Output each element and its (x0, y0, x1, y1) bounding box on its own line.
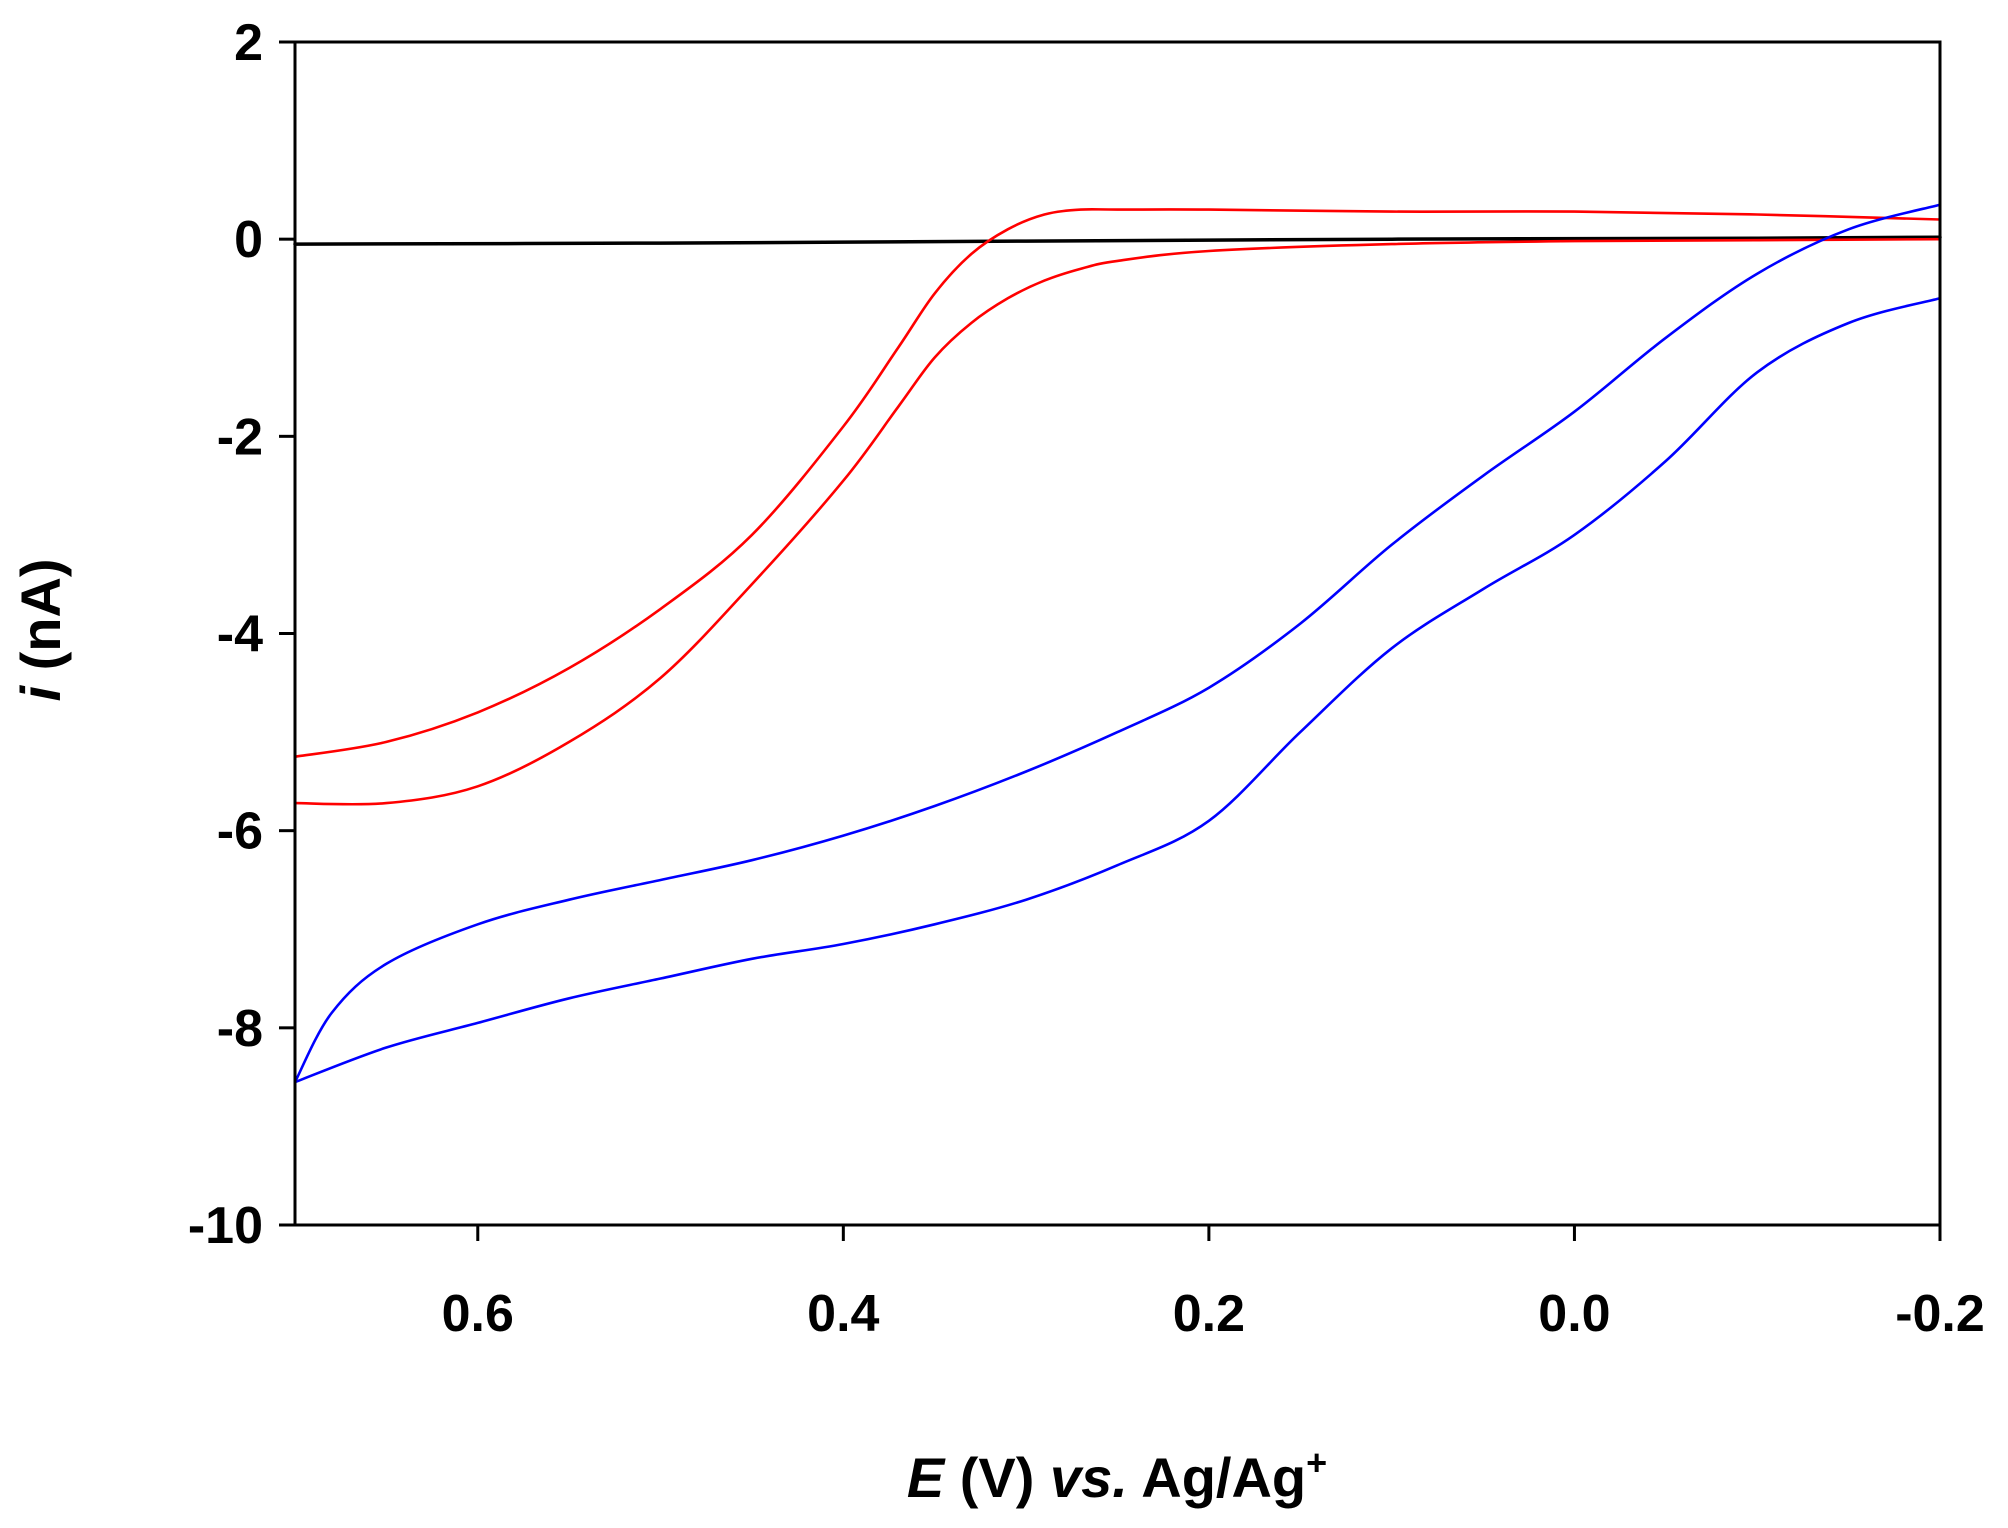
x-tick-label: 0.0 (1538, 1285, 1610, 1343)
x-axis-title-superscript: + (1306, 1442, 1327, 1483)
plot-border (293, 40, 1942, 1227)
y-tick-label: 0 (234, 211, 263, 269)
series-layer (293, 203, 1942, 1084)
series-line-red-upper-branch (293, 207, 1942, 758)
series-line-blue-upper-branch (293, 203, 1942, 1084)
y-axis-title-part: (nA) (9, 558, 72, 686)
x-tick-label: 0.6 (442, 1285, 514, 1343)
x-tick-label: -0.2 (1895, 1285, 1985, 1343)
y-tick-label: -6 (217, 803, 263, 861)
x-tick-label: 0.4 (807, 1285, 879, 1343)
y-tick-label: -10 (188, 1197, 263, 1255)
x-axis-title-part: E (907, 1446, 946, 1509)
y-axis-title-part: i (9, 685, 72, 702)
x-axis-title: E (V) vs. Ag/Ag+ (907, 1442, 1327, 1509)
y-tick-label: -8 (217, 1000, 263, 1058)
series-line-red-lower-branch (293, 237, 1942, 806)
x-axis-title-part: Ag/Ag (1128, 1446, 1306, 1509)
x-axis-ticks: 0.6 0.4 0.2 0.0 -0.2 (442, 1225, 1985, 1343)
plot-frame (293, 40, 1942, 1227)
y-tick-label: -4 (217, 606, 263, 664)
series-line-blue-lower-branch (293, 297, 1942, 1084)
y-tick-label: -2 (217, 408, 263, 466)
x-axis-title-part: vs. (1050, 1446, 1128, 1509)
x-axis-title-part: (V) (944, 1446, 1050, 1509)
y-axis-ticks: 2 0 -2 -4 -6 -8 -10 (188, 14, 295, 1255)
series-line-black-baseline (293, 235, 1942, 246)
x-tick-label: 0.2 (1173, 1285, 1245, 1343)
y-tick-label: 2 (234, 14, 263, 72)
y-axis-title: i (nA) (9, 558, 72, 701)
